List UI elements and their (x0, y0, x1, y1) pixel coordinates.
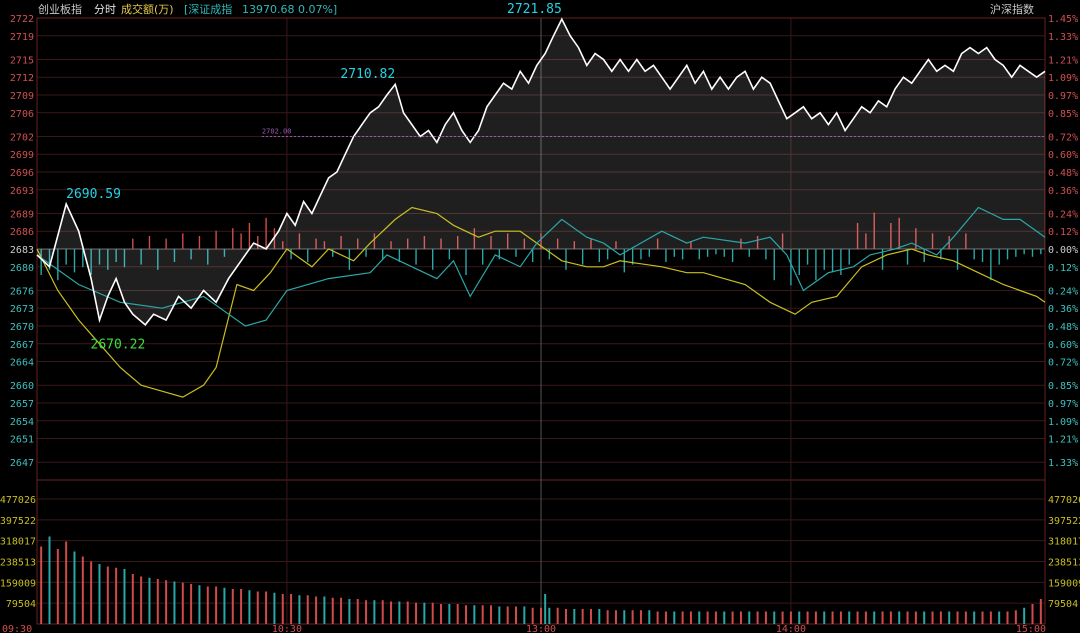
price-tick-label: 2702 (10, 132, 34, 143)
volume-tick-label: 159009 (0, 578, 36, 589)
timeframe-label[interactable]: 分时 (94, 3, 116, 16)
price-tick-label: 2670 (10, 322, 34, 333)
price-lines (36, 17, 1046, 398)
pct-tick-label: 0.60% (1048, 340, 1078, 351)
price-tick-label: 2664 (10, 358, 34, 369)
compare-label: [深证成指 (184, 3, 233, 16)
price-tick-label: 2651 (10, 435, 34, 446)
pct-tick-label: 0.12% (1048, 263, 1078, 274)
price-tick-label: 2683 (10, 245, 34, 256)
pct-tick-label: 1.09% (1048, 417, 1078, 428)
pct-tick-label: 1.21% (1048, 435, 1078, 446)
pct-tick-label: 0.85% (1048, 109, 1078, 120)
time-label: 09:30 (2, 624, 32, 633)
volume-tick-label: 397522 (1048, 516, 1080, 527)
volume-tick-label: 477026 (1048, 495, 1080, 506)
pct-tick-label: 1.09% (1048, 73, 1078, 84)
price-tick-label: 2693 (10, 186, 34, 197)
volume-tick-label: 318017 (1048, 537, 1080, 548)
annotations: 2702.00 2690.59 2670.22 2710.82 2721.85 (66, 2, 1045, 353)
extreme-annotation: 2710.82 (340, 67, 395, 82)
pct-tick-label: 1.33% (1048, 32, 1078, 43)
price-tick-label: 2676 (10, 286, 34, 297)
pct-tick-label: 0.48% (1048, 322, 1078, 333)
index-line (36, 206, 1046, 398)
volume-panel (40, 536, 1042, 624)
pct-tick-label: 0.12% (1048, 227, 1078, 238)
price-tick-label: 2673 (10, 304, 34, 315)
time-label: 10:30 (272, 624, 302, 633)
volume-tick-label: 397522 (0, 516, 36, 527)
price-tick-label: 2660 (10, 381, 34, 392)
price-tick-label: 2657 (10, 399, 34, 410)
time-label: 14:00 (776, 624, 806, 633)
volume-tick-label: 159009 (1048, 578, 1080, 589)
indicator-label[interactable]: 成交额(万) (121, 3, 174, 16)
volume-tick-label: 238513 (0, 558, 36, 569)
volume-tick-label: 238513 (1048, 558, 1080, 569)
price-tick-label: 2696 (10, 168, 34, 179)
price-tick-label: 2699 (10, 150, 34, 161)
price-tick-label: 2709 (10, 91, 34, 102)
price-tick-label: 2686 (10, 227, 34, 238)
price-tick-label: 2715 (10, 55, 34, 66)
pct-tick-label: 1.21% (1048, 55, 1078, 66)
pct-tick-label: 0.97% (1048, 91, 1078, 102)
index-title: 创业板指 (38, 3, 82, 16)
reference-label: 2702.00 (262, 127, 292, 135)
price-tick-label: 2654 (10, 417, 34, 428)
compare-value: 13970.68 0.07%] (242, 3, 338, 16)
price-tick-label: 2647 (10, 458, 34, 469)
time-label: 15:00 (1016, 624, 1046, 633)
price-area (37, 19, 1045, 325)
pct-tick-label: 0.97% (1048, 399, 1078, 410)
pct-tick-label: 0.72% (1048, 358, 1078, 369)
pct-tick-label: 1.33% (1048, 458, 1078, 469)
price-line (36, 17, 1046, 326)
price-tick-label: 2706 (10, 109, 34, 120)
pct-tick-label: 1.45% (1048, 14, 1078, 25)
volume-tick-label: 318017 (0, 537, 36, 548)
price-tick-label: 2712 (10, 73, 34, 84)
axes: 2722 1.45% 2719 1.33% 2715 1.21% 2712 1.09% 2709… (0, 14, 1080, 633)
pct-tick-label: 0.48% (1048, 168, 1078, 179)
pct-tick-label: 0.60% (1048, 150, 1078, 161)
compare-line (36, 206, 1046, 327)
pct-tick-label: 0.24% (1048, 209, 1078, 220)
pct-tick-label: 0.36% (1048, 186, 1078, 197)
price-tick-label: 2680 (10, 263, 34, 274)
time-label: 13:00 (526, 624, 556, 633)
extreme-annotation: 2690.59 (66, 187, 121, 202)
price-tick-label: 2722 (10, 14, 34, 25)
pct-tick-label: 0.24% (1048, 286, 1078, 297)
extreme-annotation: 2721.85 (507, 2, 562, 17)
price-tick-label: 2719 (10, 32, 34, 43)
extreme-annotation: 2670.22 (91, 338, 146, 353)
price-tick-label: 2689 (10, 209, 34, 220)
volume-tick-label: 477026 (0, 495, 36, 506)
volume-tick-label: 79504 (1048, 599, 1078, 610)
pct-tick-label: 0.36% (1048, 304, 1078, 315)
overlay-index-label[interactable]: 沪深指数 (990, 3, 1034, 16)
price-tick-label: 2667 (10, 340, 34, 351)
pct-tick-label: 0.00% (1048, 245, 1078, 256)
pct-tick-label: 0.85% (1048, 381, 1078, 392)
volume-tick-label: 79504 (6, 599, 36, 610)
pct-tick-label: 0.72% (1048, 132, 1078, 143)
